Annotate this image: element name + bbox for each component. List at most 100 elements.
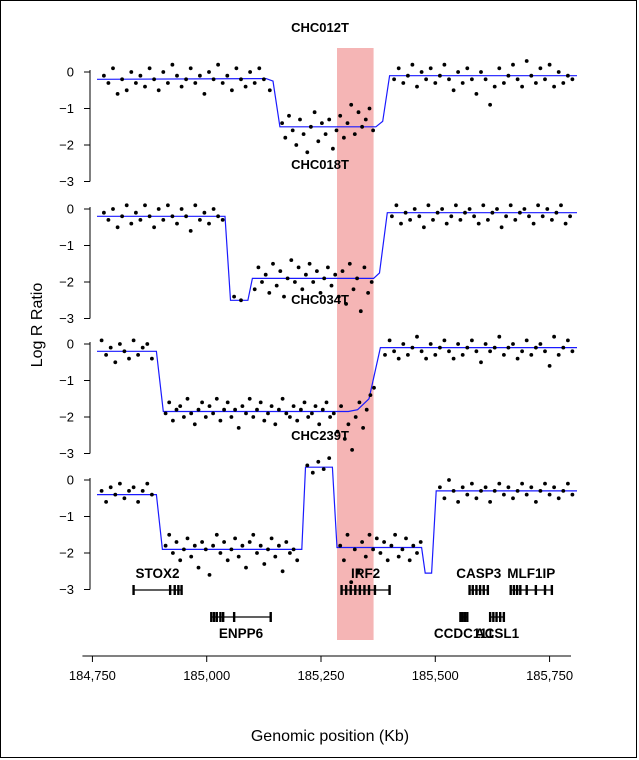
y-tick-label: −3 xyxy=(59,174,74,189)
data-point xyxy=(415,551,419,555)
gene-irf2: IRF2 xyxy=(340,566,391,595)
data-point xyxy=(536,203,540,208)
data-point xyxy=(170,62,175,67)
data-point xyxy=(294,143,299,147)
gene-casp3: CASP3 xyxy=(456,566,502,595)
data-point xyxy=(175,221,179,226)
data-point xyxy=(174,407,179,412)
data-point xyxy=(552,334,556,339)
gene-exon xyxy=(367,585,371,595)
data-point xyxy=(382,540,386,544)
data-point xyxy=(289,258,294,262)
data-point xyxy=(417,214,422,219)
data-point xyxy=(310,470,315,475)
data-point xyxy=(111,66,115,71)
data-point xyxy=(520,84,524,89)
data-point xyxy=(367,106,372,111)
data-point xyxy=(277,543,281,548)
data-point xyxy=(561,345,566,350)
data-point xyxy=(211,77,216,82)
data-point xyxy=(415,334,419,339)
data-point xyxy=(408,218,412,222)
panel-title: CHC012T xyxy=(291,20,349,35)
data-point xyxy=(543,481,547,486)
gene-exon xyxy=(475,585,478,595)
data-point xyxy=(353,415,358,419)
data-point xyxy=(240,543,245,548)
data-point xyxy=(104,500,108,504)
data-point xyxy=(267,291,272,295)
data-point xyxy=(166,203,170,208)
data-point xyxy=(256,265,261,270)
gene-exon xyxy=(177,585,180,595)
data-point xyxy=(106,81,111,85)
data-point xyxy=(99,489,104,493)
data-point xyxy=(202,92,207,96)
data-point xyxy=(102,73,106,78)
data-point xyxy=(547,62,552,67)
data-point xyxy=(511,62,515,67)
gene-exon xyxy=(373,585,377,595)
y-tick-label: −2 xyxy=(59,275,74,290)
data-point xyxy=(324,400,329,405)
data-point xyxy=(134,81,138,85)
data-point xyxy=(362,265,367,270)
data-point xyxy=(313,404,318,408)
data-point xyxy=(262,418,267,423)
data-point xyxy=(192,543,197,548)
data-point xyxy=(267,88,272,93)
y-axis-label: Log R Ratio xyxy=(29,283,46,368)
gene-exon xyxy=(478,585,482,595)
gene-exon xyxy=(543,585,547,595)
data-point xyxy=(401,342,406,346)
data-point xyxy=(338,543,343,548)
data-point xyxy=(305,150,310,155)
data-point xyxy=(460,81,465,85)
gene-exon xyxy=(210,612,213,622)
data-point xyxy=(474,496,479,501)
data-point xyxy=(433,81,438,85)
data-point xyxy=(152,77,157,82)
data-point xyxy=(129,70,134,74)
data-point xyxy=(131,485,136,490)
data-point xyxy=(428,342,433,346)
data-point xyxy=(111,207,115,211)
data-point xyxy=(460,353,465,357)
highlight-region xyxy=(337,48,374,640)
data-point xyxy=(315,269,319,273)
data-point xyxy=(463,210,467,215)
data-point xyxy=(344,302,348,306)
data-point xyxy=(406,353,410,357)
data-point xyxy=(182,415,186,419)
data-point xyxy=(299,407,303,412)
data-point xyxy=(552,485,556,490)
data-point xyxy=(470,481,474,486)
data-point xyxy=(178,404,183,408)
data-point xyxy=(358,309,363,314)
data-point xyxy=(263,272,268,277)
data-point xyxy=(506,73,511,78)
data-point xyxy=(300,287,305,292)
data-point xyxy=(460,485,465,490)
gene-exon xyxy=(512,585,516,595)
data-point xyxy=(320,121,324,125)
data-point xyxy=(255,551,259,555)
data-point xyxy=(170,214,175,219)
data-point xyxy=(211,207,216,211)
data-point xyxy=(518,210,522,215)
data-point xyxy=(244,565,248,570)
data-point xyxy=(145,481,150,486)
gene-exon xyxy=(132,585,135,595)
data-point xyxy=(287,113,291,118)
data-point xyxy=(451,88,456,93)
data-point xyxy=(163,543,168,548)
data-point xyxy=(449,214,454,219)
data-point xyxy=(189,411,194,416)
data-point xyxy=(232,294,237,299)
data-point xyxy=(529,73,534,78)
data-point xyxy=(339,404,343,408)
data-point xyxy=(320,407,325,412)
data-point xyxy=(366,291,370,295)
data-point xyxy=(189,554,194,559)
